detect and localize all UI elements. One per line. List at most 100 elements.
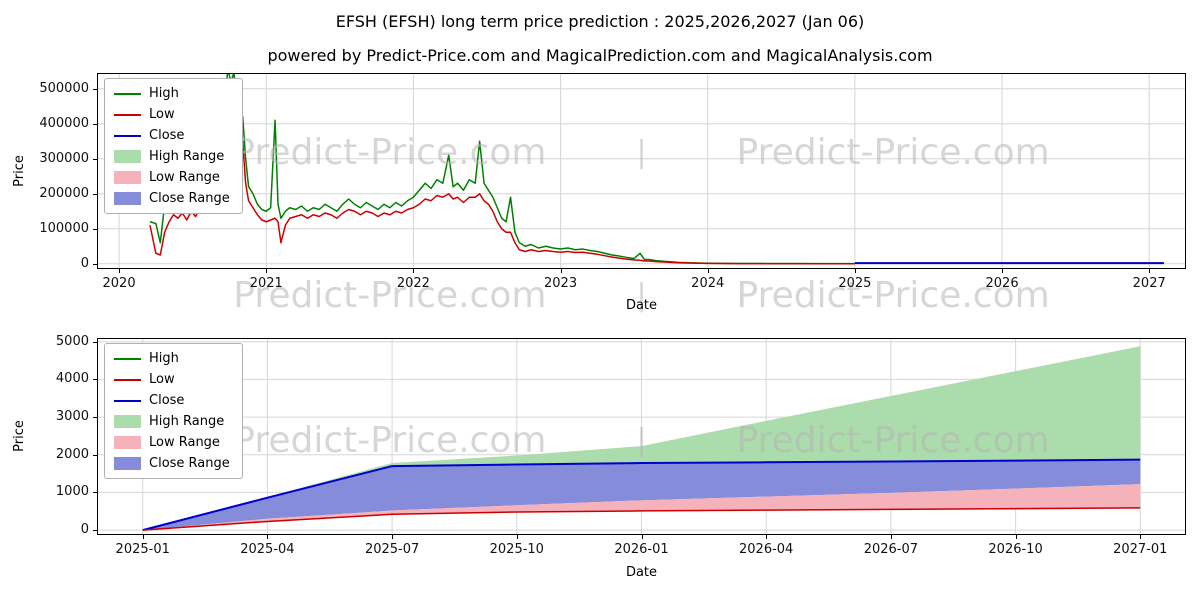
- x-tick-mark: [854, 269, 856, 273]
- x-tick-mark: [267, 535, 269, 539]
- x-tick-label: 2027-01: [1113, 542, 1168, 557]
- legend-label: Close Range: [149, 456, 230, 471]
- x-tick-label: 2025-07: [364, 542, 420, 557]
- y-tick-label: 5000: [55, 333, 89, 349]
- band-high-range: [142, 346, 1141, 531]
- series-low: [149, 112, 855, 265]
- legend-label: High: [149, 86, 179, 101]
- legend: High Low Close High Range Low Range Close Ran…: [104, 78, 243, 214]
- x-tick-mark: [707, 269, 709, 273]
- legend-swatch-high-range: [114, 415, 141, 428]
- legend-entry: Low Range: [114, 169, 230, 186]
- x-axis-label-history: Date: [625, 298, 658, 313]
- x-tick-mark: [890, 535, 892, 539]
- series-low: [142, 507, 1141, 531]
- x-tick-label: 2025-01: [115, 542, 170, 557]
- legend-swatch-low-range: [114, 171, 141, 184]
- price-forecast-chart: [97, 338, 1186, 535]
- legend-label: Close Range: [149, 191, 230, 206]
- y-tick-mark: [93, 379, 97, 381]
- y-tick-label: 1000: [55, 484, 89, 500]
- x-tick-label: 2026-10: [988, 542, 1043, 557]
- x-tick-label: 2027: [1132, 276, 1166, 291]
- y-tick-label: 3000: [55, 409, 89, 425]
- x-tick-mark: [1015, 535, 1017, 539]
- page-subtitle: powered by Predict-Price.com and Magical…: [267, 46, 933, 65]
- y-tick-mark: [93, 228, 97, 230]
- x-tick-mark: [119, 269, 121, 273]
- series-close: [142, 458, 1141, 532]
- legend-label: Close: [149, 393, 185, 408]
- plot-border: [97, 338, 1186, 535]
- legend-swatch-close-range: [114, 192, 141, 205]
- x-tick-mark: [1140, 535, 1142, 539]
- y-tick-label: 0: [80, 255, 89, 271]
- x-tick-mark: [266, 269, 268, 273]
- legend-label: Low: [149, 107, 175, 122]
- band-low-range: [142, 484, 1141, 531]
- legend-entry: Close: [114, 127, 230, 144]
- y-tick-mark: [93, 158, 97, 160]
- x-tick-label: 2025-10: [489, 542, 544, 557]
- x-tick-label: 2021: [249, 276, 283, 291]
- legend-swatch-high: [114, 357, 141, 360]
- legend-swatch-high: [114, 92, 141, 95]
- price-history-plot: [97, 73, 1186, 269]
- y-tick-label: 100000: [39, 220, 89, 236]
- x-tick-mark: [641, 535, 643, 539]
- legend-swatch-close-range: [114, 457, 141, 470]
- x-tick-label: 2026-01: [614, 542, 669, 557]
- legend-entry: Close: [114, 392, 230, 409]
- x-tick-mark: [392, 535, 394, 539]
- y-tick-label: 500000: [39, 80, 89, 96]
- x-tick-label: 2023: [544, 276, 578, 291]
- y-tick-label: 2000: [55, 446, 89, 462]
- y-tick-label: 300000: [39, 150, 89, 166]
- legend-label: High Range: [149, 414, 225, 429]
- x-tick-mark: [413, 269, 415, 273]
- legend-label: High: [149, 351, 179, 366]
- legend-swatch-close: [114, 399, 141, 402]
- legend-label: Low: [149, 372, 175, 387]
- legend-entry: Close Range: [114, 455, 230, 472]
- y-tick-mark: [93, 88, 97, 90]
- series-high: [149, 73, 855, 265]
- y-tick-mark: [93, 123, 97, 125]
- x-tick-label: 2022: [396, 276, 430, 291]
- price-history-chart: [97, 73, 1186, 269]
- x-tick-mark: [516, 535, 518, 539]
- y-tick-mark: [93, 530, 97, 532]
- legend-label: Low Range: [149, 435, 220, 450]
- y-tick-label: 4000: [55, 371, 89, 387]
- legend-swatch-low: [114, 113, 141, 116]
- price-forecast-plot: [97, 338, 1186, 535]
- y-tick-label: 400000: [39, 115, 89, 131]
- plot-border: [97, 73, 1186, 269]
- x-tick-mark: [766, 535, 768, 539]
- legend-entry: High: [114, 85, 230, 102]
- x-tick-label: 2020: [102, 276, 136, 291]
- y-tick-mark: [93, 454, 97, 456]
- y-tick-mark: [93, 193, 97, 195]
- legend-swatch-low: [114, 378, 141, 381]
- legend-label: High Range: [149, 149, 225, 164]
- x-tick-label: 2025: [838, 276, 872, 291]
- legend-swatch-close: [114, 134, 141, 137]
- x-axis-label-forecast: Date: [625, 565, 658, 580]
- legend-entry: Low: [114, 106, 230, 123]
- legend-entry: High Range: [114, 148, 230, 165]
- legend-label: Close: [149, 128, 185, 143]
- x-tick-label: 2024: [691, 276, 725, 291]
- band-close-range: [142, 459, 1141, 531]
- x-tick-mark: [142, 535, 144, 539]
- y-tick-label: 0: [80, 522, 89, 538]
- legend-entry: Low: [114, 371, 230, 388]
- y-tick-mark: [93, 263, 97, 265]
- y-tick-mark: [93, 417, 97, 419]
- legend-entry: High Range: [114, 413, 230, 430]
- x-tick-label: 2026: [985, 276, 1019, 291]
- x-tick-label: 2025-04: [240, 542, 295, 557]
- legend-swatch-high-range: [114, 150, 141, 163]
- legend-entry: High: [114, 350, 230, 367]
